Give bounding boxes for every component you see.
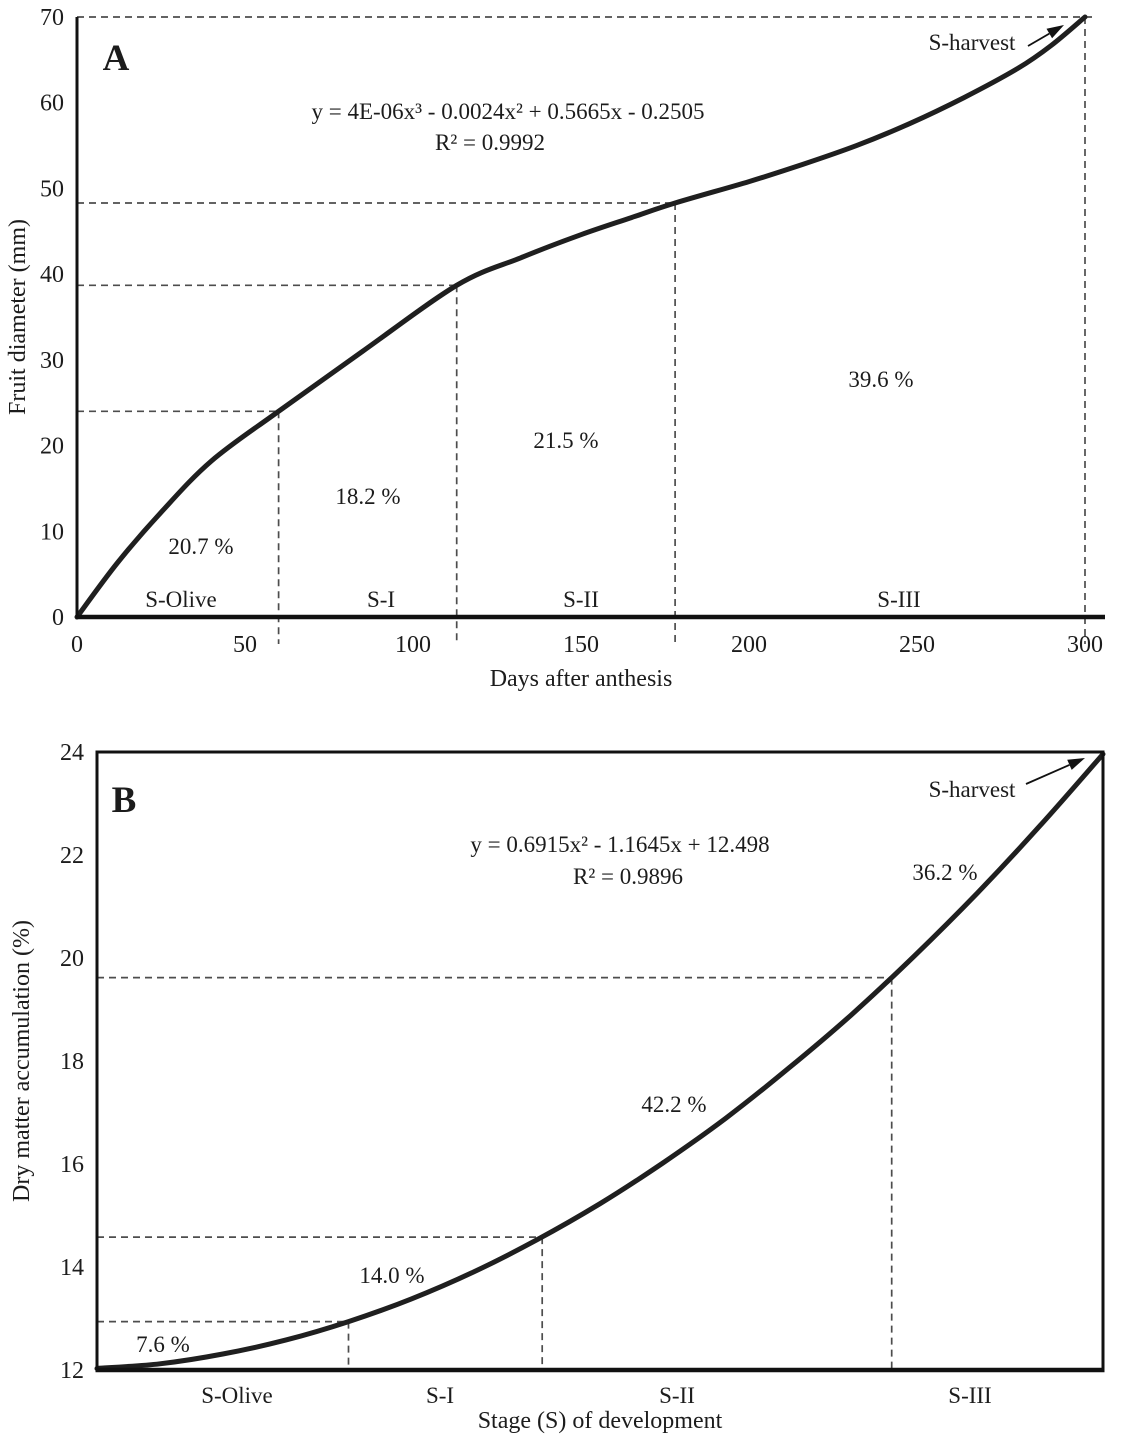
r-squared-text: R² = 0.9992 bbox=[435, 130, 545, 155]
y-tick-label: 14 bbox=[60, 1255, 84, 1281]
harvest-arrowhead-icon bbox=[1067, 758, 1085, 770]
panel-letter: A bbox=[103, 38, 130, 79]
x-tick-label: 200 bbox=[731, 632, 767, 658]
stage-s-ii: S-II bbox=[659, 1383, 695, 1408]
stage-s-iii: S-III bbox=[948, 1383, 991, 1408]
panel-letter: B bbox=[112, 780, 137, 821]
y-tick-label: 12 bbox=[60, 1358, 84, 1384]
y-tick-label: 0 bbox=[52, 605, 64, 631]
stage-s-iii: S-III bbox=[877, 587, 920, 612]
y-axis-title: Dry matter accumulation (%) bbox=[9, 920, 35, 1202]
stage-s-olive: S-Olive bbox=[201, 1383, 273, 1408]
x-tick-label: 250 bbox=[899, 632, 935, 658]
stage-s-i: S-I bbox=[367, 587, 395, 612]
x-axis-title: Days after anthesis bbox=[490, 666, 673, 692]
chart-a-fruit-diameter: 0 50 100 150 200 250 300 0 10 20 30 40 50 60 70 Days af… bbox=[5, 5, 1105, 692]
x-axis-title: Stage (S) of development bbox=[478, 1408, 723, 1434]
stage-s-i: S-I bbox=[426, 1383, 454, 1408]
x-tick-label: 150 bbox=[563, 632, 599, 658]
y-tick-label: 20 bbox=[60, 946, 84, 972]
y-tick-label: 70 bbox=[40, 5, 64, 31]
share-s-olive: 20.7 % bbox=[168, 534, 233, 559]
harvest-label: S-harvest bbox=[929, 777, 1016, 802]
harvest-arrow-line bbox=[1025, 764, 1070, 785]
share-s-olive: 7.6 % bbox=[136, 1332, 190, 1357]
equation-text: y = 4E-06x³ - 0.0024x² + 0.5665x - 0.250… bbox=[311, 99, 704, 124]
y-tick-label: 10 bbox=[40, 519, 64, 545]
y-tick-label: 22 bbox=[60, 843, 84, 869]
y-tick-label: 20 bbox=[40, 434, 64, 460]
harvest-arrowhead-icon bbox=[1046, 25, 1064, 39]
x-tick-label: 50 bbox=[233, 632, 257, 658]
share-s-iii: 39.6 % bbox=[848, 367, 913, 392]
share-s-ii: 42.2 % bbox=[641, 1092, 706, 1117]
x-tick-label: 0 bbox=[71, 632, 83, 658]
stage-s-ii: S-II bbox=[563, 587, 599, 612]
plot-frame bbox=[95, 750, 1105, 1370]
y-tick-label: 24 bbox=[60, 740, 84, 766]
growth-curve bbox=[74, 14, 1088, 620]
y-tick-label: 18 bbox=[60, 1049, 84, 1075]
y-tick-label: 30 bbox=[40, 348, 64, 374]
x-tick-label: 300 bbox=[1067, 632, 1103, 658]
share-s-i: 18.2 % bbox=[335, 484, 400, 509]
share-s-i: 14.0 % bbox=[359, 1263, 424, 1288]
y-tick-label: 16 bbox=[60, 1152, 84, 1178]
chart-b-dry-matter: 12 14 16 18 20 22 24 Stage (S) of development Dr… bbox=[9, 740, 1106, 1434]
growth-curve bbox=[94, 751, 1106, 1371]
y-tick-label: 60 bbox=[40, 91, 64, 117]
share-s-iii: 36.2 % bbox=[912, 860, 977, 885]
y-tick-label: 40 bbox=[40, 262, 64, 288]
harvest-arrow-line bbox=[1027, 32, 1050, 47]
y-axis-title: Fruit diameter (mm) bbox=[5, 219, 31, 415]
share-s-ii: 21.5 % bbox=[533, 428, 598, 453]
y-tick-label: 50 bbox=[40, 176, 64, 202]
stage-s-olive: S-Olive bbox=[145, 587, 217, 612]
harvest-label: S-harvest bbox=[929, 30, 1016, 55]
r-squared-text: R² = 0.9896 bbox=[573, 864, 683, 889]
x-tick-label: 100 bbox=[395, 632, 431, 658]
equation-text: y = 0.6915x² - 1.1645x + 12.498 bbox=[470, 832, 769, 857]
